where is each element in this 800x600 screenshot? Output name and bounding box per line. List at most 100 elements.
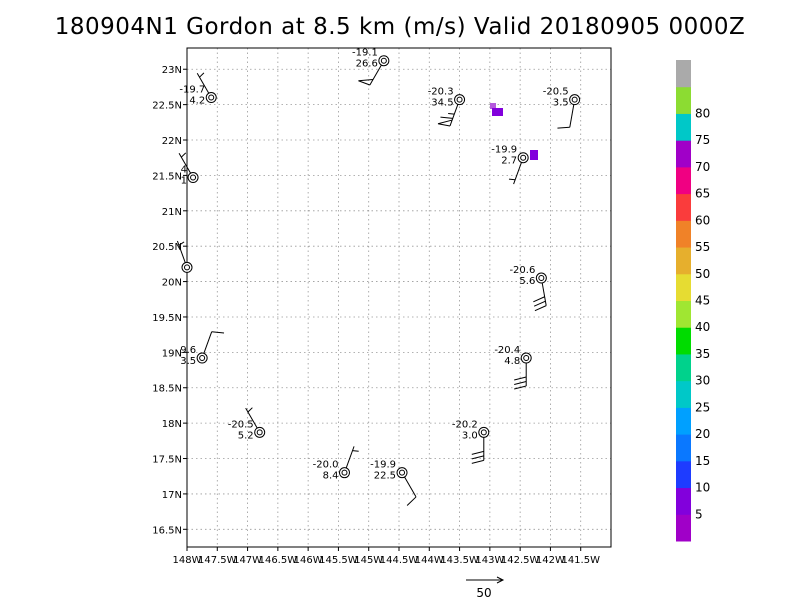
colorbar-swatch <box>676 220 691 248</box>
station-marker-inner <box>184 264 190 271</box>
y-tick-label: 21.5N <box>152 171 182 182</box>
x-tick-label: 143W <box>475 555 504 566</box>
station-speed-label: 3.0 <box>462 430 478 441</box>
colorbar-swatch <box>676 514 691 542</box>
station-marker <box>196 352 208 364</box>
station-temp-label: -19.7 <box>179 85 205 96</box>
barb-flag <box>534 305 547 312</box>
x-tick-label: 143.5W <box>440 555 479 566</box>
colorbar-swatch <box>676 434 691 462</box>
station-temp-label: -20.2 <box>452 419 478 430</box>
colorbar-swatch <box>676 407 691 435</box>
station-speed-label: 3.5 <box>553 98 569 109</box>
barb-flag <box>533 296 545 303</box>
station-marker <box>454 94 466 106</box>
y-tick-label: 19.5N <box>152 313 182 324</box>
barb-flag <box>471 450 484 455</box>
y-tick-label: 18.5N <box>152 384 182 395</box>
reference-vector-label: 50 <box>476 586 491 600</box>
colorbar-swatch <box>676 193 691 221</box>
barb-flag <box>533 300 546 307</box>
y-tick-label: 17.5N <box>152 455 182 466</box>
colorbar-tick-label: 15 <box>695 454 710 468</box>
station-marker-inner <box>256 429 263 436</box>
barb-half-flag <box>508 178 516 181</box>
y-tick-label: 18N <box>162 419 182 430</box>
barb-half-flag <box>199 72 205 78</box>
colorbar-swatch <box>676 487 691 515</box>
barb-half-flag <box>247 407 253 413</box>
shaded-cell <box>490 103 496 109</box>
barb-flag <box>557 126 570 129</box>
x-tick-label: 144W <box>415 555 444 566</box>
colorbar-tick-label: 30 <box>695 374 710 388</box>
colorbar-swatch <box>676 60 691 88</box>
station-temp-label: -20.3 <box>428 87 454 98</box>
station-marker <box>254 426 266 438</box>
x-tick-label: 142.5W <box>501 555 540 566</box>
station-temp-label: -19.9 <box>491 145 517 156</box>
barb-flag <box>514 381 527 386</box>
colorbar-swatch <box>676 113 691 141</box>
colorbar-swatch <box>676 140 691 168</box>
colorbar-tick-label: 75 <box>695 133 710 147</box>
colorbar-swatch <box>676 353 691 382</box>
shaded-cell <box>492 108 503 116</box>
barb-flag <box>514 376 527 381</box>
station-marker-inner <box>520 154 527 161</box>
colorbar-tick-label: 55 <box>695 240 710 254</box>
station-speed-label: 4.8 <box>504 356 520 367</box>
station-marker <box>520 352 532 364</box>
station-speed-label: 5.6 <box>519 276 535 287</box>
x-tick-label: 141.5W <box>561 555 600 566</box>
station-marker-inner <box>399 469 406 476</box>
station-marker <box>396 467 408 479</box>
station-temp-label: -20.4 <box>494 345 520 356</box>
station-marker <box>478 426 490 438</box>
station-marker-inner <box>456 96 463 103</box>
colorbar-swatch <box>676 86 691 114</box>
reference-arrow-head <box>496 576 505 584</box>
barb-flag <box>211 331 225 334</box>
barb-half-flag <box>448 113 455 115</box>
barb-flag <box>471 459 484 464</box>
x-tick-label: 148W <box>173 555 202 566</box>
station-speed-label: 8.4 <box>323 471 339 482</box>
y-tick-label: 20.5N <box>152 242 182 253</box>
barb-pennant <box>437 119 453 127</box>
station-marker <box>378 55 390 67</box>
station-marker <box>205 92 217 104</box>
colorbar-tick-label: 10 <box>695 481 710 495</box>
barb-pennant <box>358 79 374 86</box>
station-marker-inner <box>380 57 387 64</box>
y-tick-label: 16.5N <box>152 525 182 536</box>
barb-flag <box>440 116 453 119</box>
station-marker-inner <box>571 96 578 103</box>
colorbar-tick-label: 40 <box>695 320 710 334</box>
station-speed-label: 34.5 <box>431 98 453 109</box>
station-marker-inner <box>341 469 348 476</box>
colorbar-tick-label: 45 <box>695 294 710 308</box>
x-tick-label: 145.5W <box>319 555 358 566</box>
y-tick-label: 22.5N <box>152 101 182 112</box>
station-speed-label: 3.5 <box>180 356 196 367</box>
colorbar-swatch <box>676 380 691 408</box>
y-tick-label: 20N <box>162 278 182 289</box>
colorbar-tick-label: 35 <box>695 347 710 361</box>
station-speed-label: 22.5 <box>374 471 396 482</box>
barb-flag <box>406 496 417 506</box>
station-marker <box>181 261 193 273</box>
station-marker-inner <box>538 275 545 282</box>
barb-half-flag <box>178 241 185 246</box>
colorbar-swatch <box>676 460 691 489</box>
x-tick-label: 147.5W <box>198 555 237 566</box>
station-speed-label: 26.6 <box>356 59 378 70</box>
station-marker <box>535 272 547 284</box>
colorbar-tick-label: 80 <box>695 106 710 120</box>
x-tick-label: 147W <box>233 555 262 566</box>
y-tick-label: 19N <box>162 348 182 359</box>
station-temp-label: -20.0 <box>313 460 339 471</box>
barb-half-flag <box>352 450 359 452</box>
x-tick-label: 145W <box>354 555 383 566</box>
y-tick-label: 17N <box>162 490 182 501</box>
